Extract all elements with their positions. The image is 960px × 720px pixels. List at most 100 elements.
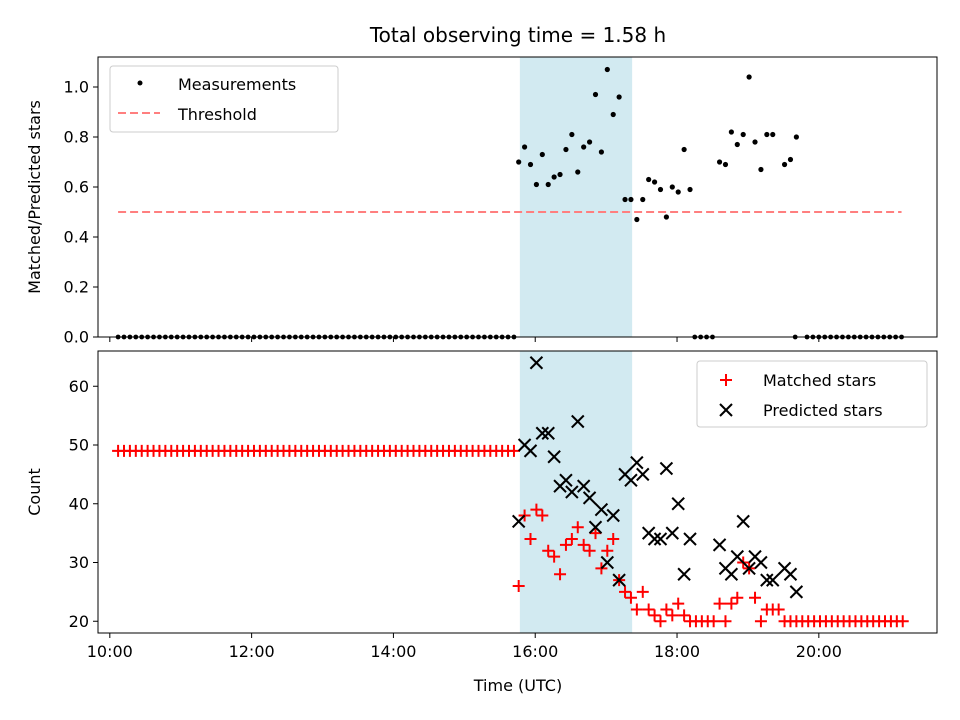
x-tick-label: 14:00 bbox=[370, 642, 416, 661]
predicted-star-point bbox=[594, 502, 609, 517]
measurement-point bbox=[545, 181, 551, 188]
matched-star-point bbox=[636, 585, 649, 598]
matched-star-point bbox=[725, 597, 738, 610]
matched-star-point bbox=[619, 585, 632, 598]
bottom-y-axis-label: Count bbox=[25, 468, 44, 516]
measurement-point bbox=[527, 161, 534, 168]
x-tick-label: 12:00 bbox=[229, 642, 275, 661]
predicted-star-point bbox=[547, 450, 561, 464]
bottom-legend: Matched stars Predicted stars bbox=[696, 360, 928, 428]
measurement-point bbox=[770, 131, 776, 138]
matched-star-point bbox=[666, 609, 679, 622]
predicted-star-point bbox=[576, 479, 591, 493]
measurement-point bbox=[575, 169, 581, 175]
predicted-star-point bbox=[671, 497, 685, 511]
matched-star-point bbox=[601, 544, 614, 557]
measurement-point bbox=[722, 161, 729, 168]
measurement-point bbox=[569, 131, 575, 138]
measurement-point bbox=[675, 189, 681, 195]
measurement-point bbox=[539, 151, 545, 158]
predicted-star-point bbox=[606, 508, 620, 523]
measurement-point bbox=[646, 176, 652, 183]
matched-star-point bbox=[731, 591, 744, 604]
predicted-star-point bbox=[571, 414, 585, 429]
predicted-star-point bbox=[588, 520, 603, 534]
measurement-point bbox=[604, 66, 610, 73]
measurement-point bbox=[581, 144, 587, 150]
measurement-point bbox=[521, 144, 528, 150]
measurement-point bbox=[551, 174, 557, 180]
top-y-tick-label: 0.2 bbox=[64, 278, 89, 297]
x-axis-label: Time (UTC) bbox=[473, 676, 562, 695]
matched-star-point bbox=[754, 615, 767, 628]
matched-star-point bbox=[654, 615, 667, 628]
measurement-point bbox=[557, 171, 563, 178]
predicted-star-point bbox=[612, 573, 626, 587]
predicted-star-point bbox=[766, 573, 780, 587]
matched-star-point bbox=[784, 615, 797, 628]
top-panel: 0.0 0.2 0.4 0.6 0.8 1.0 bbox=[64, 56, 938, 347]
bottom-shaded-region bbox=[519, 351, 633, 633]
top-y-tick-label: 0.8 bbox=[64, 128, 89, 147]
predicted-star-point bbox=[760, 573, 774, 587]
x-tick-label: 18:00 bbox=[654, 642, 700, 661]
top-shaded-region bbox=[519, 57, 633, 337]
measurement-point bbox=[740, 131, 746, 138]
predicted-star-point bbox=[511, 514, 526, 529]
bottom-y-tick-label: 50 bbox=[69, 436, 89, 455]
legend-matched-label: Matched stars bbox=[763, 371, 876, 390]
measurement-point bbox=[651, 179, 658, 185]
x-tick-label: 10:00 bbox=[87, 642, 133, 661]
measurement-point bbox=[640, 196, 646, 203]
measurement-point bbox=[793, 134, 799, 140]
predicted-star-point bbox=[665, 526, 680, 540]
measurement-point bbox=[728, 129, 734, 135]
matched-star-point bbox=[512, 580, 525, 592]
measurement-point bbox=[663, 214, 669, 220]
measurement-point bbox=[533, 181, 540, 188]
predicted-star-point bbox=[630, 455, 644, 470]
measurement-point bbox=[592, 91, 599, 98]
predicted-star-point bbox=[559, 473, 573, 487]
matched-star-point bbox=[660, 603, 673, 616]
matched-star-point bbox=[536, 509, 549, 522]
top-y-axis-label: Matched/Predicted stars bbox=[25, 100, 44, 294]
matched-star-point bbox=[648, 609, 661, 622]
matched-star-point bbox=[624, 591, 637, 604]
matched-star-point bbox=[571, 521, 584, 534]
legend-predicted-label: Predicted stars bbox=[763, 401, 883, 420]
matched-star-point bbox=[542, 544, 555, 557]
measurement-point bbox=[681, 146, 687, 153]
matched-star-point bbox=[565, 533, 578, 545]
predicted-star-point bbox=[653, 532, 668, 546]
measurement-point bbox=[657, 186, 664, 193]
measurement-point bbox=[764, 131, 770, 138]
x-tick-label: 20:00 bbox=[796, 642, 842, 661]
matched-star-point bbox=[577, 538, 590, 551]
predicted-star-point bbox=[523, 444, 538, 458]
predicted-star-point bbox=[712, 538, 727, 552]
measurement-point bbox=[752, 139, 758, 145]
measurement-point bbox=[758, 166, 764, 173]
top-y-tick-label: 0.4 bbox=[64, 228, 89, 247]
predicted-star-point bbox=[754, 555, 768, 570]
bottom-y-tick-label: 30 bbox=[69, 553, 89, 572]
predicted-star-point bbox=[565, 485, 579, 499]
chart-title: Total observing time = 1.58 h bbox=[369, 23, 666, 47]
matched-star-point bbox=[507, 444, 520, 457]
matched-star-point bbox=[713, 597, 726, 610]
top-plot-frame bbox=[97, 56, 938, 338]
measurement-point bbox=[669, 184, 675, 190]
matched-star-point bbox=[672, 597, 685, 610]
top-legend-box bbox=[109, 65, 339, 133]
predicted-star-point bbox=[677, 567, 691, 581]
predicted-star-point bbox=[724, 567, 739, 581]
measurement-point bbox=[598, 149, 605, 155]
bottom-y-tick-label: 40 bbox=[69, 494, 89, 513]
legend-measurements-label: Measurements bbox=[178, 75, 296, 94]
matched-star-point bbox=[749, 591, 762, 604]
measurement-point bbox=[787, 156, 794, 163]
top-legend: Measurements Threshold bbox=[109, 65, 339, 133]
matched-star-point bbox=[524, 533, 537, 545]
legend-predicted-marker bbox=[719, 403, 733, 417]
